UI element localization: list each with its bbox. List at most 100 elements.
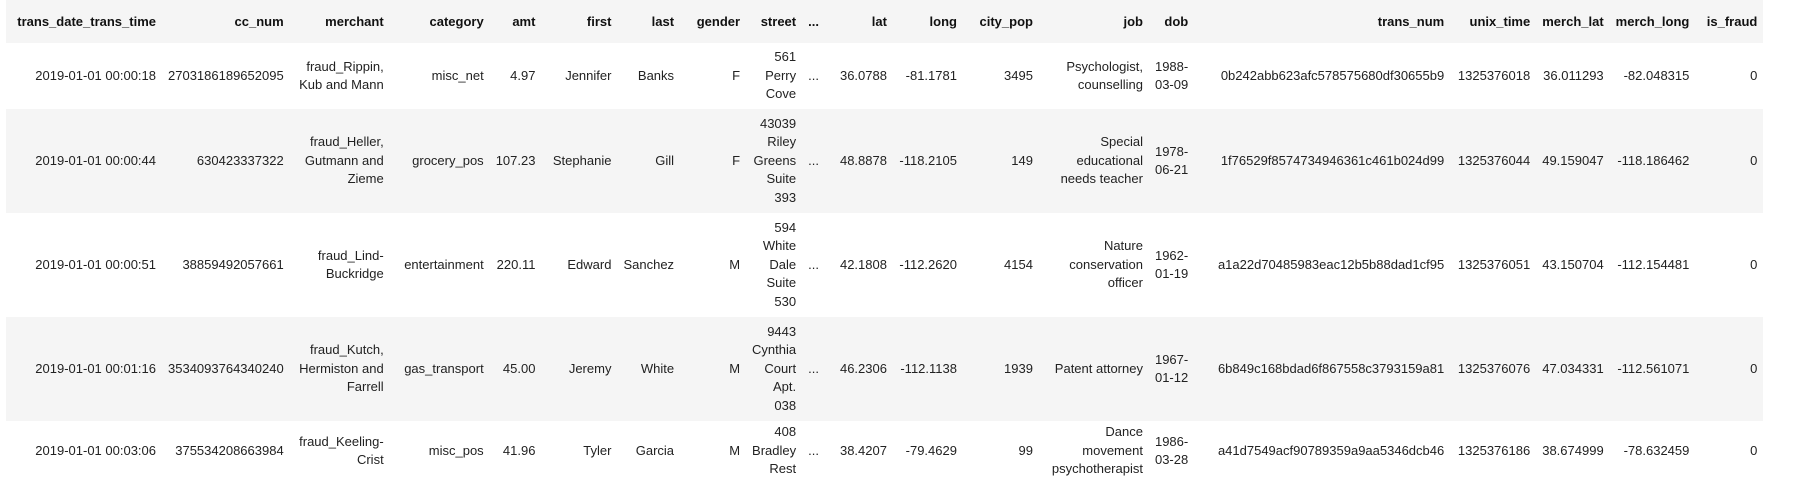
cell-merchant: fraud_Heller, Gutmann and Zieme	[304, 134, 384, 187]
cell-unix-time: 1325376076	[1457, 360, 1531, 376]
cell-dob: 1986-03-28	[1154, 433, 1189, 468]
cell-category: grocery_pos	[412, 152, 484, 168]
table-row: 2019-01-01 00:00:44 630423337322 fraud_H…	[6, 109, 1764, 213]
cell-is-fraud: 0	[1750, 256, 1758, 272]
cell-trans-num: a1a22d70485983eac12b5b88dad1cf95	[1217, 256, 1445, 272]
column-header-city-pop: city_pop	[979, 14, 1033, 29]
cell-long: -112.2620	[899, 256, 957, 272]
column-header-gender: gender	[696, 14, 741, 29]
cell-first: Edward	[567, 256, 612, 272]
cell-dob: 1962-01-19	[1154, 247, 1189, 282]
cell-trans-date-trans-time: 2019-01-01 00:00:51	[35, 256, 156, 272]
cell-trans-date-trans-time: 2019-01-01 00:03:06	[35, 442, 156, 458]
cell-unix-time: 1325376186	[1457, 442, 1531, 458]
column-header-cc-num: cc_num	[234, 14, 284, 29]
cell-first: Stephanie	[552, 152, 612, 168]
cell-ellipsis: ...	[808, 360, 819, 376]
cell-street: 561 Perry Cove	[765, 49, 797, 102]
cell-lat: 38.4207	[839, 442, 887, 458]
cell-trans-num: a41d7549acf90789359a9aa5346dcb46	[1217, 442, 1445, 458]
cell-merch-lat: 47.034331	[1542, 360, 1604, 376]
cell-cc-num: 38859492057661	[182, 256, 284, 272]
cell-city-pop: 99	[1018, 442, 1033, 458]
column-header-lat: lat	[871, 14, 887, 29]
column-header-merchant: merchant	[325, 14, 384, 29]
table-row: 2019-01-01 00:00:18 2703186189652095 fra…	[6, 43, 1764, 109]
cell-is-fraud: 0	[1750, 152, 1758, 168]
cell-city-pop: 4154	[1004, 256, 1033, 272]
table-row: 2019-01-01 00:01:16 3534093764340240 fra…	[6, 317, 1764, 421]
column-header-long: long	[929, 14, 957, 29]
cell-is-fraud: 0	[1750, 67, 1758, 83]
cell-merch-long: -112.154481	[1617, 256, 1690, 272]
cell-first: Tyler	[583, 442, 612, 458]
column-header-amt: amt	[512, 14, 536, 29]
column-header-first: first	[586, 14, 612, 29]
cell-amt: 45.00	[502, 360, 536, 376]
cell-first: Jennifer	[565, 67, 612, 83]
cell-merchant: fraud_Lind-Buckridge	[317, 247, 384, 282]
column-header-last: last	[651, 14, 675, 29]
cell-category: misc_pos	[428, 442, 484, 458]
column-header-is-fraud: is_fraud	[1706, 14, 1758, 29]
cell-job: Psychologist, counselling	[1066, 58, 1143, 93]
cell-trans-date-trans-time: 2019-01-01 00:00:44	[35, 152, 156, 168]
cell-merchant: fraud_Rippin, Kub and Mann	[299, 58, 384, 93]
cell-merchant: fraud_Keeling-Crist	[299, 433, 384, 468]
column-header-job: job	[1123, 14, 1143, 29]
cell-amt: 41.96	[502, 442, 536, 458]
cell-ellipsis: ...	[808, 256, 819, 272]
cell-gender: F	[732, 67, 741, 83]
cell-unix-time: 1325376044	[1457, 152, 1531, 168]
cell-gender: M	[729, 442, 741, 458]
cell-merch-lat: 38.674999	[1542, 442, 1604, 458]
cell-trans-date-trans-time: 2019-01-01 00:00:18	[35, 67, 156, 83]
cell-trans-num: 0b242abb623afc578575680df30655b9	[1220, 67, 1445, 83]
cell-lat: 46.2306	[839, 360, 887, 376]
cell-job: Patent attorney	[1054, 360, 1143, 376]
cell-cc-num: 375534208663984	[175, 442, 284, 458]
cell-amt: 107.23	[495, 152, 536, 168]
cell-last: Sanchez	[623, 256, 675, 272]
cell-first: Jeremy	[568, 360, 612, 376]
cell-street: 594 White Dale Suite 530	[762, 219, 797, 309]
cell-trans-num: 1f76529f8574734946361c461b024d99	[1220, 152, 1445, 168]
cell-is-fraud: 0	[1750, 360, 1758, 376]
cell-job: Nature conservation officer	[1069, 238, 1143, 291]
header-row: trans_date_trans_time cc_num merchant ca…	[6, 0, 1764, 43]
cell-gender: M	[729, 256, 741, 272]
cell-unix-time: 1325376051	[1457, 256, 1531, 272]
cell-cc-num: 630423337322	[196, 152, 284, 168]
cell-long: -81.1781	[905, 67, 957, 83]
column-header-trans-date-trans-time: trans_date_trans_time	[17, 14, 156, 29]
cell-dob: 1988-03-09	[1154, 58, 1189, 93]
cell-dob: 1967-01-12	[1154, 351, 1189, 386]
cell-merch-lat: 36.011293	[1543, 67, 1604, 83]
cell-last: White	[640, 360, 675, 376]
table-row: 2019-01-01 00:03:06 375534208663984 frau…	[6, 421, 1764, 481]
cell-street: 408 Bradley Rest	[752, 424, 797, 477]
cell-ellipsis: ...	[808, 442, 819, 458]
cell-city-pop: 149	[1011, 152, 1033, 168]
cell-lat: 48.8878	[839, 152, 887, 168]
cell-amt: 220.11	[496, 256, 536, 272]
cell-cc-num: 3534093764340240	[168, 360, 284, 376]
cell-long: -112.1138	[900, 360, 957, 376]
cell-unix-time: 1325376018	[1457, 67, 1531, 83]
table-row: 2019-01-01 00:00:51 38859492057661 fraud…	[6, 213, 1764, 317]
cell-merch-long: -112.561071	[1617, 360, 1690, 376]
column-header-merch-long: merch_long	[1615, 14, 1690, 29]
column-header-dob: dob	[1164, 14, 1189, 29]
column-header-unix-time: unix_time	[1469, 14, 1531, 29]
cell-long: -79.4629	[905, 442, 957, 458]
cell-merch-long: -118.186462	[1617, 152, 1690, 168]
column-header-merch-lat: merch_lat	[1542, 14, 1604, 29]
cell-last: Garcia	[635, 442, 675, 458]
cell-category: entertainment	[404, 256, 484, 272]
cell-dob: 1978-06-21	[1154, 143, 1189, 178]
column-header-ellipsis: ...	[808, 14, 819, 29]
cell-category: gas_transport	[404, 360, 484, 376]
cell-is-fraud: 0	[1750, 442, 1758, 458]
dataframe-table: trans_date_trans_time cc_num merchant ca…	[6, 0, 1764, 481]
column-header-trans-num: trans_num	[1377, 14, 1445, 29]
